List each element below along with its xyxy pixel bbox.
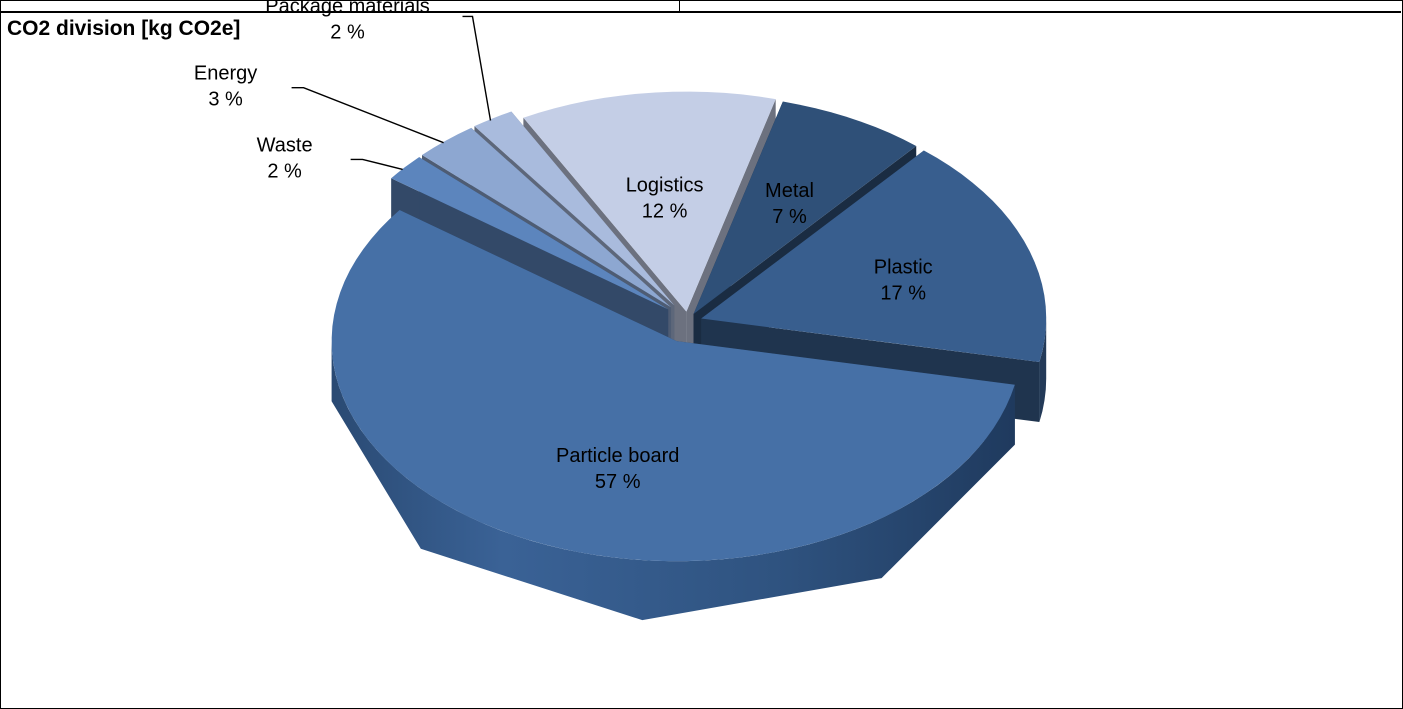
slice-value-plastic: 17 % (880, 283, 926, 305)
pie-slice-side (1039, 318, 1047, 422)
pie-slice-top (422, 127, 672, 308)
pie-slice-top (474, 111, 675, 306)
slice-label-particle-board: Particle board (556, 445, 679, 467)
top-rule (0, 11, 1401, 13)
slice-label-energy: Energy (194, 63, 257, 85)
leader-line-waste (350, 158, 403, 171)
leader-line-package-materials (462, 15, 492, 121)
slice-value-particle-board: 57 % (595, 471, 641, 493)
pie-slice-top (523, 91, 776, 312)
slice-label-logistics: Logistics (626, 174, 704, 196)
slice-value-logistics: 12 % (642, 200, 688, 222)
pie-slice-particle-board (331, 210, 1015, 621)
slice-label-metal: Metal (765, 180, 814, 202)
pie-slice-top (391, 157, 669, 310)
pie-slice-side (331, 341, 1015, 621)
slice-value-energy: 3 % (208, 89, 243, 111)
pie-slice-top (331, 210, 1015, 562)
slice-value-metal: 7 % (772, 206, 807, 228)
slice-label-waste: Waste (257, 134, 313, 156)
slice-value-package-materials: 2 % (330, 22, 365, 44)
slice-label-package-materials: Package materials (265, 0, 430, 18)
chart-title: CO2 division [kg CO2e] (7, 17, 241, 40)
top-divider (679, 0, 680, 12)
pie-slice-top (701, 150, 1047, 362)
slice-value-waste: 2 % (267, 160, 302, 182)
slice-label-plastic: Plastic (874, 257, 933, 279)
leader-line-energy (291, 86, 444, 144)
pie-slice-top (693, 101, 917, 315)
